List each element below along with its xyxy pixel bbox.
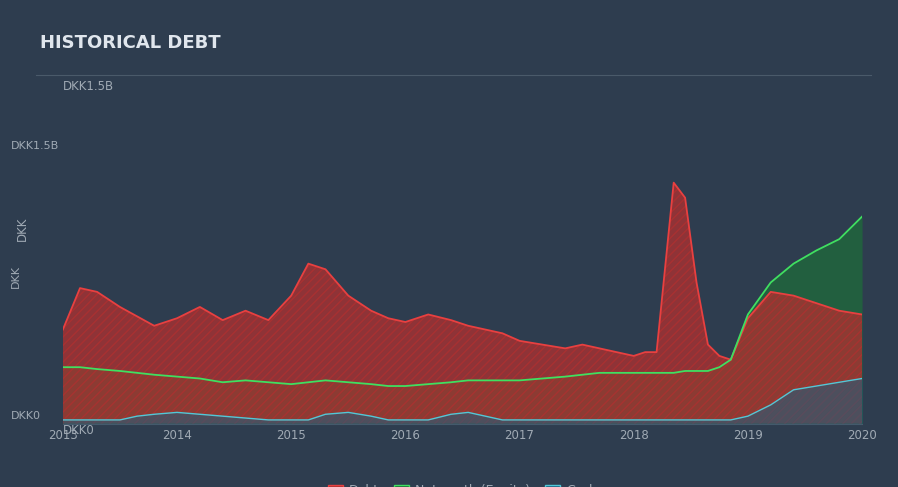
Text: DKK: DKK [16, 217, 29, 241]
Text: DKK: DKK [11, 265, 21, 288]
Legend: Debt, Net worth (Equity), Cash: Debt, Net worth (Equity), Cash [322, 479, 603, 487]
Text: HISTORICAL DEBT: HISTORICAL DEBT [40, 34, 221, 52]
Text: DKK0: DKK0 [63, 424, 94, 437]
Text: DKK1.5B: DKK1.5B [11, 141, 59, 151]
Text: DKK0: DKK0 [11, 411, 41, 421]
Text: DKK1.5B: DKK1.5B [63, 80, 114, 94]
